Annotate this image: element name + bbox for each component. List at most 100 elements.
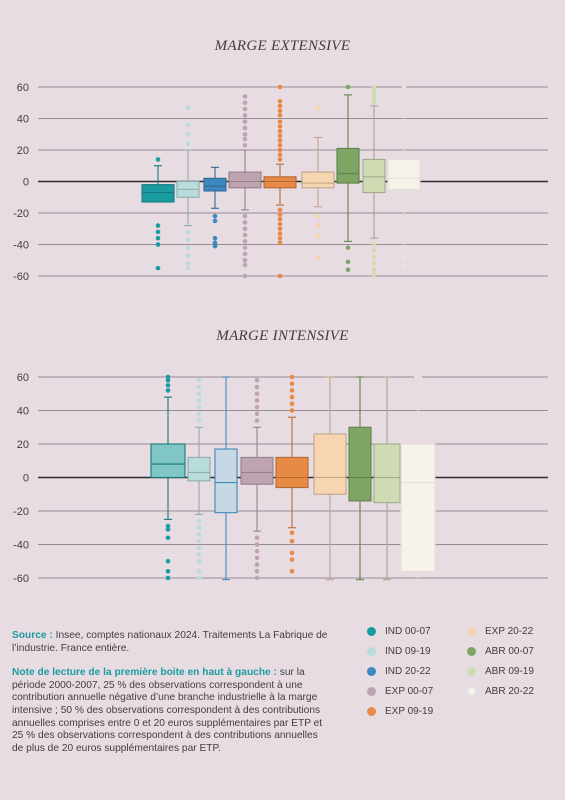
legend-item: ABR 00-07 [467,646,534,657]
outlier-point [371,100,377,106]
outlier-point [242,106,248,112]
outlier-point [289,381,295,386]
outlier-point [254,542,260,547]
outlier-point [289,401,295,407]
outlier-point [277,138,283,143]
source-label: Source : [12,630,53,641]
outlier-point [289,550,295,556]
legend-label: EXP 00-07 [385,686,434,697]
outlier-point [212,240,218,246]
y-tick-label: -40 [13,240,29,252]
outlier-point [401,84,407,90]
outlier-point [277,147,283,153]
legend-label: IND 09-19 [385,646,431,657]
box [263,176,297,189]
outlier-point [196,518,202,524]
outlier-point [196,558,202,564]
outlier-point [185,253,191,258]
box [348,426,372,502]
legend-label: ABR 09-19 [485,666,534,677]
box [141,184,175,203]
outlier-point [242,220,248,225]
outlier-point [254,535,260,541]
outlier-point [165,374,171,380]
outlier-point [277,108,283,113]
outlier-point [196,545,202,551]
y-tick-label: -60 [13,271,29,283]
outlier-point [196,384,202,390]
outlier-point [345,267,351,272]
outlier-point [254,404,260,410]
y-tick-label: 20 [17,145,29,157]
reading-note: Note de lecture de la première boite en … [12,667,330,755]
outlier-point [277,152,283,158]
outlier-point [254,411,260,417]
outlier-point [315,105,321,110]
note-text: sur la période 2000-2007, 25 % des obser… [12,667,323,754]
chart-marge-extensive: 60 40 20 0 -20 -40 -60 [13,82,548,283]
outlier-point [277,113,283,118]
outlier-point [371,242,377,247]
outlier-point [289,374,295,380]
outlier-point [165,523,171,529]
outlier-point [254,418,260,423]
outlier-point [155,223,161,228]
outlier-point [242,262,248,268]
outlier-point [196,569,202,574]
box [214,448,238,514]
outlier-point [185,105,191,110]
y-tick-label: 20 [17,439,29,451]
y-tick-label: -20 [13,506,29,518]
outlier-point [196,404,202,410]
outlier-point [277,217,283,222]
outlier-point [155,229,161,235]
box [373,443,401,504]
outlier-point [289,538,295,544]
outlier-point [196,525,202,531]
box [362,158,386,194]
box [240,456,274,485]
chart-marge-intensive: 60 40 20 0 -20 -40 -60 [13,372,548,585]
outlier-point [242,257,248,263]
legend-item: EXP 00-07 [367,686,433,697]
outlier-point [185,229,191,235]
outlier-point [185,237,191,243]
outlier-point [277,207,283,213]
outlier-point [242,119,248,124]
outlier-point [242,113,248,118]
outlier-point [242,239,248,244]
box [203,177,227,192]
legend-label: IND 20-22 [385,666,431,677]
outlier-point [196,418,202,423]
outlier-point [254,569,260,574]
legend-swatch [367,647,376,656]
outlier-point [165,575,171,581]
outlier-point [242,136,248,142]
outlier-point [196,378,202,383]
y-tick-label: -60 [13,573,29,585]
y-tick-label: -40 [13,540,29,552]
outlier-point [277,98,283,104]
outlier-point [155,265,161,271]
box [387,158,421,190]
legend-swatch [367,627,376,636]
outlier-point [289,557,295,562]
footer-notes: Source : Insee, comptes nationaux 2024. … [12,630,330,767]
outlier-point [196,398,202,403]
outlier-point [315,223,321,228]
outlier-point [254,398,260,403]
outlier-point [242,213,248,219]
outlier-point [242,100,248,106]
legend-label: EXP 09-19 [385,706,434,717]
outlier-point [185,265,191,271]
box [187,456,211,482]
outlier-point [277,142,283,148]
outlier-point [212,218,218,224]
legend-item: IND 00-07 [367,626,431,637]
legend-swatch [467,667,476,676]
box [400,443,436,572]
outlier-point [277,84,283,90]
outlier-point [242,142,248,148]
outlier-point [165,569,171,574]
outlier-point [242,232,248,238]
